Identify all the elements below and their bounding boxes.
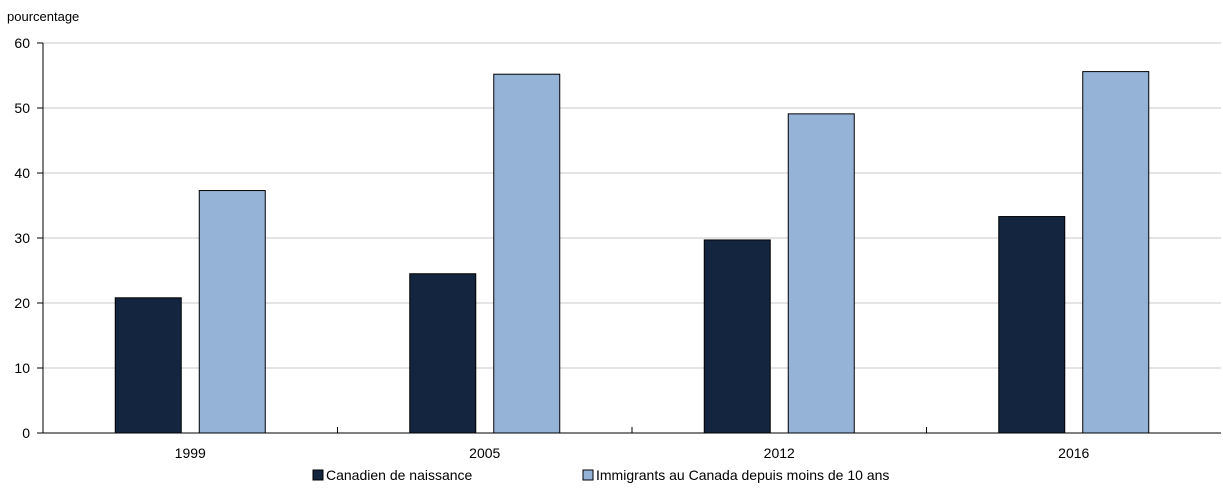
legend-swatch [312,469,324,481]
y-tick-label: 50 [14,100,30,116]
bar [703,239,771,434]
x-tick-label: 2016 [1058,445,1089,461]
y-tick-label: 10 [14,360,30,376]
bar [409,273,477,434]
y-tick-label: 60 [14,35,30,51]
bars [114,71,1150,434]
bar [493,73,561,434]
y-tick-label: 20 [14,295,30,311]
axes: 0 10 20 30 40 50 60 1999 2005 2012 2016 [14,35,1221,461]
legend-swatch [582,469,594,481]
y-tick-label: 0 [22,425,30,441]
bar [998,216,1066,434]
y-tick-label: 40 [14,165,30,181]
legend: Canadien de naissance Immigrants au Canad… [312,467,889,483]
legend-label: Canadien de naissance [326,467,473,483]
x-tick-label: 2012 [764,445,795,461]
legend-label: Immigrants au Canada depuis moins de 10 … [596,467,889,483]
bar [1082,71,1150,434]
y-axis-unit-label: pourcentage [7,9,79,24]
bar [787,113,855,434]
bar [198,190,266,434]
x-tick-label: 1999 [175,445,206,461]
x-tick-label: 2005 [469,445,500,461]
y-tick-label: 30 [14,230,30,246]
bar [114,297,182,434]
